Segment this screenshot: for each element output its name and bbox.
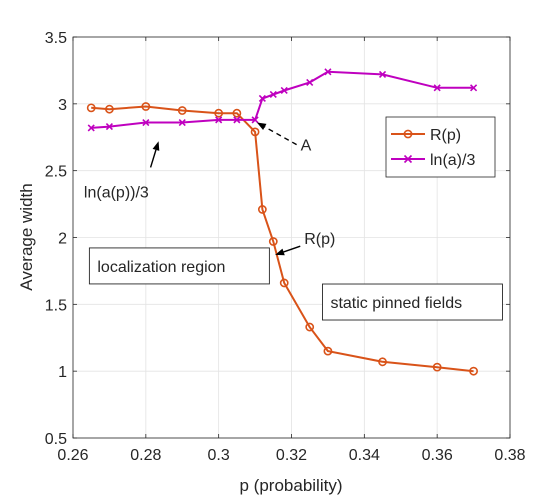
- data-point-1: [280, 86, 288, 95]
- y-tick-label: 3.5: [45, 30, 67, 47]
- legend-box: [385, 116, 496, 178]
- annotation-label-3: localization region: [97, 259, 225, 276]
- data-point-0: [232, 108, 242, 118]
- annotation-box-3: [88, 247, 270, 285]
- legend: R(p) ln(a)/3: [385, 116, 496, 178]
- annotation-label-4: static pinned fields: [330, 295, 462, 312]
- data-point-1: [215, 116, 223, 124]
- data-point-1: [105, 122, 113, 131]
- annotation-label-0: A: [301, 138, 312, 155]
- legend-label-ln: ln(a)/3: [430, 152, 475, 169]
- data-point-0: [378, 357, 387, 367]
- x-tick-labels: 0.26 0.28 0.3 0.32 0.34 0.36 0.38: [57, 447, 525, 464]
- x-tick-label: 0.32: [276, 447, 307, 464]
- data-point-1: [306, 78, 314, 87]
- y-tick-labels: 0.5 1 1.5 2 2.5 3 3.5: [45, 30, 67, 448]
- annotation-ln-arrow: [149, 149, 157, 168]
- data-point-0: [214, 108, 224, 118]
- data-point-0: [86, 103, 96, 113]
- data-point-1: [251, 116, 259, 124]
- data-point-1: [433, 84, 441, 92]
- legend-marker-ln: [403, 154, 413, 164]
- series-layer: [86, 68, 478, 376]
- y-tick-label: 0.5: [45, 431, 67, 448]
- x-tick-label: 0.34: [349, 447, 380, 464]
- data-point-0: [323, 346, 333, 356]
- x-tick-label: 0.28: [130, 447, 161, 464]
- legend-label-r: R(p): [430, 127, 461, 144]
- y-tick-label: 1.5: [45, 297, 67, 314]
- data-point-1: [142, 118, 150, 127]
- data-point-0: [250, 127, 260, 137]
- axis-ticks: [72, 36, 511, 439]
- x-tick-label: 0.26: [57, 447, 88, 464]
- x-tick-label: 0.38: [494, 447, 525, 464]
- annotation-label-2: ln(a(p))/3: [84, 184, 149, 201]
- data-point-1: [470, 84, 478, 92]
- data-point-0: [305, 322, 315, 332]
- x-tick-label: 0.3: [208, 447, 230, 464]
- y-tick-label: 2: [58, 231, 67, 248]
- data-point-0: [268, 237, 278, 246]
- data-point-1: [258, 94, 266, 103]
- data-point-0: [105, 104, 114, 114]
- y-axis-label: Average width: [17, 183, 36, 290]
- data-point-1: [324, 68, 332, 76]
- data-point-1: [87, 124, 95, 132]
- data-point-1: [269, 90, 277, 99]
- series-line-0: [91, 105, 474, 373]
- data-point-0: [469, 366, 478, 376]
- y-tick-label: 3: [58, 97, 67, 114]
- annotation-box-4: [322, 283, 503, 321]
- x-axis-label: p (probability): [240, 476, 343, 495]
- data-point-0: [432, 362, 442, 372]
- data-point-1: [178, 118, 186, 127]
- data-point-0: [177, 106, 187, 115]
- annotation-rp-arrow: [283, 245, 301, 253]
- y-tick-label: 1: [58, 364, 67, 381]
- annotation-label-1: R(p): [304, 231, 335, 248]
- data-point-0: [279, 278, 289, 288]
- legend-marker-r: [403, 129, 413, 139]
- data-point-1: [378, 70, 387, 78]
- x-tick-label: 0.36: [422, 447, 453, 464]
- data-point-1: [233, 116, 241, 124]
- annotation-ln-arrowhead: [152, 141, 160, 151]
- annotation-rp-arrowhead: [275, 248, 285, 256]
- y-tick-label: 2.5: [45, 164, 67, 181]
- data-point-0: [257, 205, 267, 214]
- annotation-layer: A R(p) ln(a(p))/3 localization region static…: [84, 122, 503, 321]
- data-point-0: [141, 102, 151, 111]
- annotation-a-arrow: [264, 126, 297, 146]
- annotation-a-arrowhead: [256, 122, 267, 130]
